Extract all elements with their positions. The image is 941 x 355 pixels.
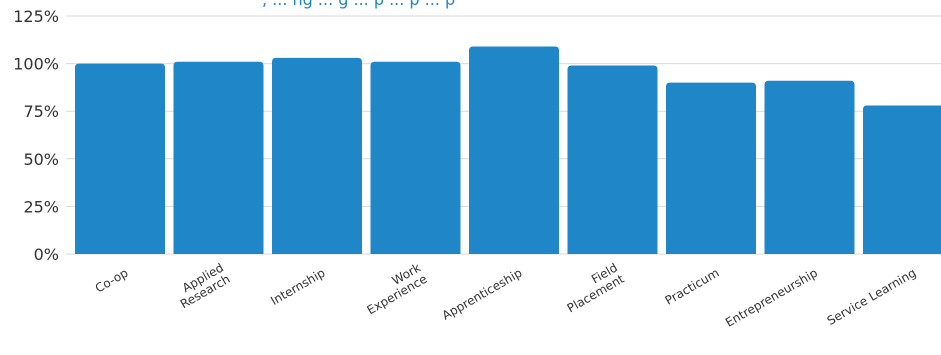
bar bbox=[75, 63, 165, 254]
x-tick-label: Apprenticeship bbox=[440, 266, 525, 323]
x-tick-label: Service Learning bbox=[825, 266, 919, 328]
x-tick-label-line: Practicum bbox=[663, 266, 722, 308]
x-tick-label: Practicum bbox=[663, 266, 722, 308]
chart-title: , ... ng ... g ... p ... p ... p bbox=[262, 0, 455, 9]
y-tick-label: 100% bbox=[13, 55, 59, 74]
x-tick-label-line: Entrepreneurship bbox=[723, 266, 820, 330]
bar bbox=[173, 61, 264, 254]
y-tick-label: 50% bbox=[23, 150, 59, 169]
y-axis-ticks: 0% 25% 50% 75% 100% 125% bbox=[13, 7, 59, 264]
bar bbox=[666, 82, 756, 254]
y-tick-label: 75% bbox=[23, 102, 59, 121]
x-tick-label-line: Co-op bbox=[93, 266, 131, 296]
bar bbox=[863, 105, 941, 254]
bar bbox=[272, 57, 362, 254]
x-axis-labels: Co-op AppliedResearch Internship WorkExperi… bbox=[93, 260, 919, 329]
x-tick-label: AppliedResearch bbox=[171, 260, 232, 311]
x-tick-label-line: Service Learning bbox=[825, 266, 919, 328]
bar bbox=[370, 61, 461, 254]
bar bbox=[567, 65, 658, 254]
bars bbox=[75, 46, 941, 255]
bar bbox=[764, 80, 855, 255]
x-tick-label: FieldPlacement bbox=[558, 260, 627, 315]
y-tick-label: 125% bbox=[13, 7, 59, 26]
x-tick-label: Co-op bbox=[93, 266, 131, 296]
bar bbox=[469, 46, 559, 254]
x-tick-label: Entrepreneurship bbox=[723, 266, 820, 330]
x-tick-label-line: Apprenticeship bbox=[440, 266, 525, 323]
y-tick-label: 0% bbox=[34, 245, 59, 264]
x-tick-label: Internship bbox=[268, 266, 327, 308]
y-tick-label: 25% bbox=[23, 197, 59, 216]
x-tick-label: WorkExperience bbox=[358, 260, 429, 317]
x-tick-label-line: Internship bbox=[268, 266, 327, 308]
